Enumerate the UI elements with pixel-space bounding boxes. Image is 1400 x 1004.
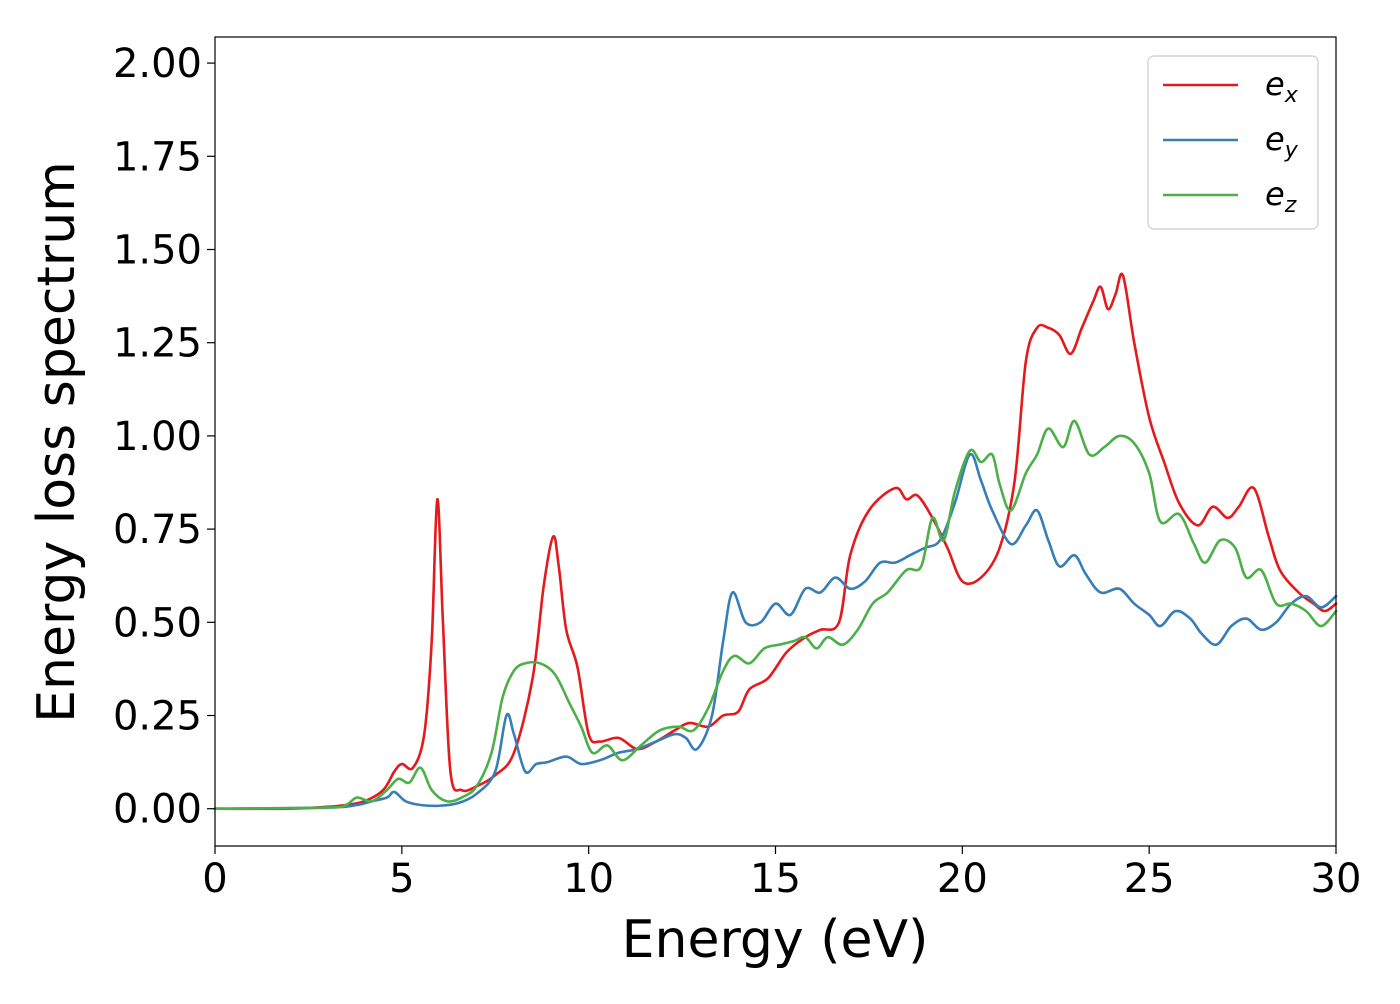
x-tick-label: 10	[563, 856, 614, 902]
x-tick-label: 15	[750, 856, 801, 902]
y-tick-label: 0.75	[113, 507, 202, 553]
series-layer	[213, 272, 1338, 811]
legend-label-y: ey	[1265, 120, 1299, 163]
y-tick-label: 0.25	[113, 694, 202, 740]
series-line-y	[213, 452, 1338, 811]
x-tick-label: 0	[202, 856, 227, 902]
y-tick-label: 0.50	[113, 600, 202, 646]
x-tick-label: 30	[1311, 856, 1362, 902]
series-line-x	[213, 272, 1338, 811]
x-tick-label: 20	[937, 856, 988, 902]
x-tick-label: 25	[1124, 856, 1175, 902]
tick-layer: 0 5 10 15 20 25 30 0.00 0.25 0.50 0.75 1.00 1.25 1.50…	[113, 41, 1362, 902]
x-axis-title: Energy (eV)	[622, 910, 929, 970]
y-tick-label: 1.75	[113, 134, 202, 180]
legend: ex ey ez	[1147, 55, 1319, 230]
y-tick-label: 0.00	[113, 787, 202, 833]
y-axis-title: Energy loss spectrum	[27, 161, 87, 723]
legend-box	[1147, 55, 1319, 230]
legend-label-x: ex	[1265, 65, 1299, 108]
y-tick-label: 2.00	[113, 41, 202, 87]
legend-label-z: ez	[1265, 175, 1297, 218]
y-tick-label: 1.25	[113, 321, 202, 367]
y-tick-label: 1.50	[113, 228, 202, 274]
legend-entries: ex ey ez	[1163, 65, 1299, 218]
y-tick-label: 1.00	[113, 414, 202, 460]
x-tick-label: 5	[389, 856, 414, 902]
series-line-z	[213, 419, 1338, 811]
